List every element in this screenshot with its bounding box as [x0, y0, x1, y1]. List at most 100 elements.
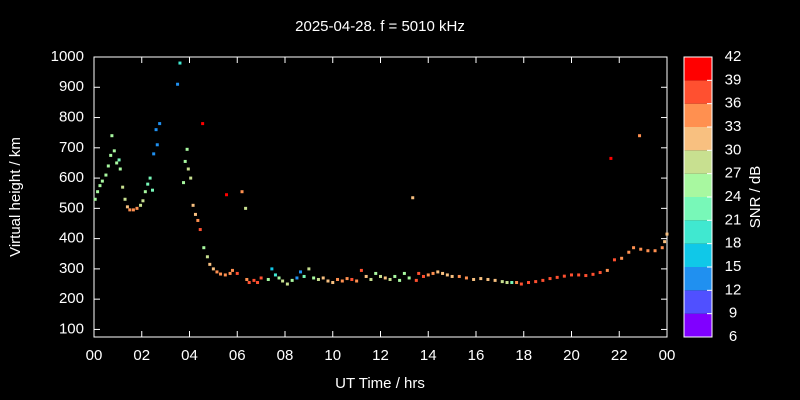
- data-point: [196, 218, 200, 222]
- data-point: [193, 212, 197, 216]
- data-point: [598, 271, 602, 275]
- data-point: [307, 267, 311, 271]
- data-point: [247, 281, 251, 285]
- data-point: [519, 282, 523, 286]
- data-point: [252, 278, 256, 282]
- x-tick-label: 14: [420, 347, 437, 364]
- x-tick-label: 12: [372, 347, 389, 364]
- data-point: [441, 271, 445, 275]
- x-tick-label: 18: [515, 347, 532, 364]
- data-point: [472, 277, 476, 281]
- data-point: [605, 268, 609, 272]
- colorbar-band: [684, 313, 712, 337]
- data-point: [534, 280, 538, 284]
- data-point: [185, 147, 189, 151]
- data-point: [457, 274, 461, 278]
- data-point: [125, 205, 129, 209]
- data-point: [208, 262, 212, 266]
- data-point: [388, 277, 392, 281]
- y-tick-label: 500: [59, 199, 84, 216]
- data-point: [141, 199, 145, 203]
- colorbar-tick-label: 21: [725, 211, 742, 228]
- colorbar-tick-label: 27: [725, 165, 742, 182]
- data-point: [493, 278, 497, 282]
- data-point: [219, 272, 223, 276]
- data-point: [182, 181, 186, 185]
- data-point: [281, 279, 285, 283]
- colorbar-tick-label: 12: [725, 281, 742, 298]
- data-point: [321, 276, 325, 280]
- colorbar-band: [684, 267, 712, 291]
- colorbar-band: [684, 173, 712, 197]
- data-point: [198, 228, 202, 232]
- data-point: [541, 278, 545, 282]
- x-tick-label: 06: [229, 347, 246, 364]
- data-point: [143, 190, 147, 194]
- data-point: [256, 281, 260, 285]
- data-point: [245, 277, 249, 281]
- data-point: [570, 273, 573, 277]
- data-point: [277, 276, 281, 280]
- data-point: [331, 281, 335, 285]
- data-point: [398, 278, 402, 282]
- data-point: [244, 206, 248, 210]
- colorbar-band: [684, 150, 712, 174]
- data-point: [158, 122, 162, 126]
- data-point: [417, 271, 421, 275]
- data-point: [555, 275, 559, 279]
- data-point: [639, 247, 643, 251]
- data-point: [100, 179, 104, 183]
- data-point: [186, 167, 190, 171]
- colorbar-band: [684, 197, 712, 221]
- data-point: [336, 277, 340, 281]
- data-point: [527, 281, 531, 285]
- data-point: [235, 271, 239, 275]
- data-point: [128, 208, 132, 212]
- data-point: [355, 279, 359, 283]
- data-point: [152, 152, 156, 156]
- data-point: [112, 149, 116, 153]
- data-point: [407, 276, 411, 280]
- data-point: [266, 277, 270, 281]
- data-point: [228, 271, 232, 275]
- colorbar-label: SNR / dB: [747, 166, 764, 229]
- colorbar-tick-label: 42: [725, 48, 742, 65]
- data-point: [411, 196, 415, 200]
- x-tick-label: 16: [468, 347, 485, 364]
- data-point: [240, 190, 244, 194]
- data-point: [270, 267, 274, 271]
- x-tick-label: 00: [659, 347, 676, 364]
- data-point: [150, 188, 154, 192]
- data-point: [436, 270, 440, 274]
- data-point: [505, 281, 509, 285]
- y-tick-label: 1000: [51, 48, 84, 65]
- data-point: [115, 161, 119, 165]
- data-point: [123, 197, 127, 201]
- data-point: [183, 159, 187, 163]
- data-point: [369, 277, 373, 281]
- data-point: [620, 256, 624, 260]
- colorbar-band: [684, 127, 712, 151]
- data-point: [139, 203, 143, 207]
- data-point: [106, 164, 110, 168]
- colorbar-tick-label: 15: [725, 258, 742, 275]
- data-point: [515, 281, 519, 285]
- y-tick-label: 800: [59, 109, 84, 126]
- data-point: [211, 267, 215, 271]
- data-point: [379, 274, 382, 278]
- data-point: [450, 274, 454, 278]
- data-point: [202, 246, 206, 250]
- data-point: [295, 276, 299, 280]
- data-point: [402, 271, 406, 275]
- data-point: [638, 134, 642, 138]
- data-point: [421, 274, 425, 278]
- data-point: [215, 270, 219, 274]
- data-point: [316, 277, 320, 281]
- data-point: [562, 274, 566, 278]
- data-point: [96, 190, 100, 194]
- x-tick-label: 04: [181, 347, 198, 364]
- y-axis-label: Virtual height / km: [7, 137, 24, 257]
- data-point: [299, 270, 303, 274]
- data-point: [117, 158, 121, 162]
- colorbar-tick-label: 33: [725, 118, 742, 135]
